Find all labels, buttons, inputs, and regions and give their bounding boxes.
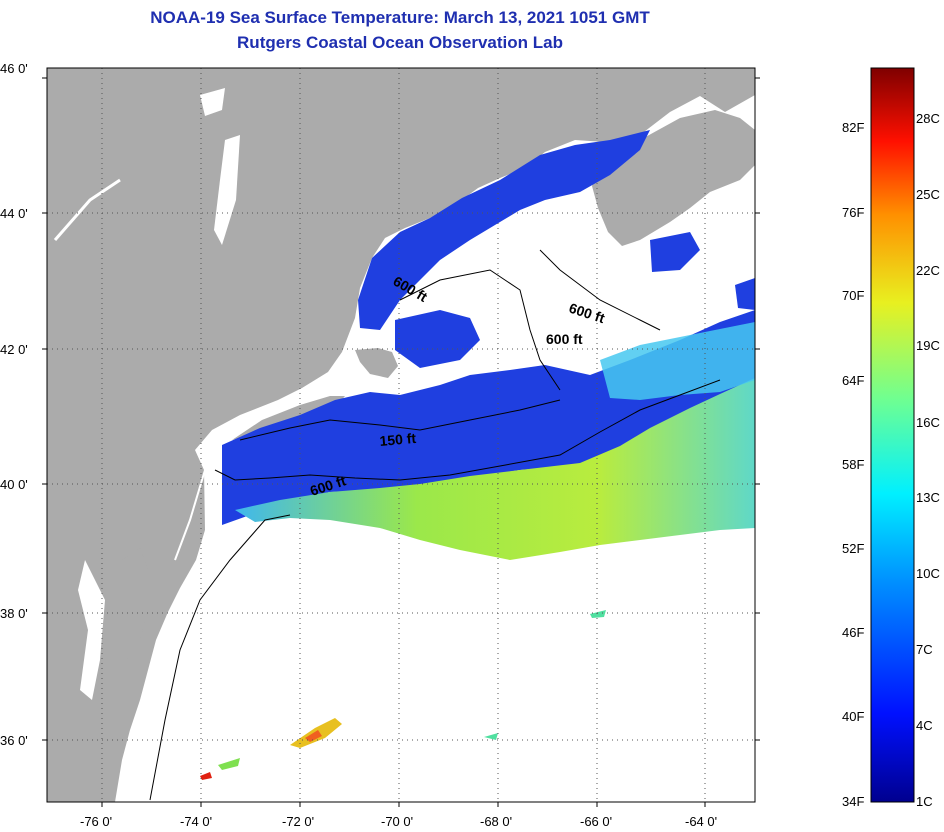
cold-water-gulf-of-maine — [358, 130, 650, 330]
bathymetry-contours — [149, 249, 721, 801]
warm-eddy-patch — [218, 758, 240, 770]
land-mainland — [47, 68, 755, 802]
colorbar-f-label: 40F — [842, 709, 864, 724]
colorbar-c-label: 25C — [916, 187, 940, 202]
map-frame-border — [46, 67, 756, 803]
colorbar-c-label: 28C — [916, 111, 940, 126]
lat-label: 42 0' — [0, 342, 28, 357]
colorbar-c-label: 16C — [916, 415, 940, 430]
graticule — [47, 68, 755, 802]
lon-label: -74 0' — [180, 814, 212, 829]
colorbar-f-label: 34F — [842, 794, 864, 809]
land-delmarva — [118, 548, 150, 660]
frame-ticks — [42, 77, 760, 807]
lat-label: 40 0' — [0, 477, 28, 492]
colorbar-c-label: 4C — [916, 718, 933, 733]
river — [174, 469, 206, 561]
colorbar-f-label: 58F — [842, 457, 864, 472]
cold-water-patch — [650, 232, 700, 272]
warm-water-region — [235, 378, 755, 560]
colorbar-ramp — [870, 67, 915, 803]
lon-label: -66 0' — [580, 814, 612, 829]
river — [53, 178, 121, 241]
lon-label: -72 0' — [282, 814, 314, 829]
colorbar-c-label: 19C — [916, 338, 940, 353]
warm-water-patch — [600, 322, 755, 400]
chart-subtitle: Rutgers Coastal Ocean Observation Lab — [237, 33, 563, 52]
lon-label: -70 0' — [381, 814, 413, 829]
lake — [214, 135, 240, 245]
colorbar-f-label: 70F — [842, 288, 864, 303]
colorbar-c-label: 13C — [916, 490, 940, 505]
lon-label: -68 0' — [480, 814, 512, 829]
cold-water-patch — [735, 278, 755, 310]
warm-eddy-patch — [590, 610, 606, 618]
colorbar-f-label: 46F — [842, 625, 864, 640]
colorbar-c-label: 22C — [916, 263, 940, 278]
contour-label: 600 ft — [546, 331, 583, 347]
cold-water-patch — [395, 310, 480, 368]
chart-title: NOAA-19 Sea Surface Temperature: March 1… — [150, 8, 650, 27]
colorbar-c-label: 10C — [916, 566, 940, 581]
lake — [200, 88, 225, 116]
colorbar-c-label: 1C — [916, 794, 933, 809]
warm-eddy-patch — [200, 772, 212, 780]
lon-label: -64 0' — [685, 814, 717, 829]
lat-label: 38 0' — [0, 606, 28, 621]
warm-eddy-patch — [305, 730, 322, 742]
lon-label: -76 0' — [80, 814, 112, 829]
colorbar-f-label: 76F — [842, 205, 864, 220]
warm-eddy-patch — [484, 733, 498, 740]
chesapeake-bay — [78, 560, 105, 700]
contour-label: 150 ft — [379, 430, 417, 449]
lat-label: 46 0' — [0, 61, 28, 76]
colorbar-f-label: 64F — [842, 373, 864, 388]
colorbar-c-label: 7C — [916, 642, 933, 657]
colorbar-f-label: 82F — [842, 120, 864, 135]
land-cape-cod — [355, 348, 398, 378]
lat-label: 44 0' — [0, 206, 28, 221]
lat-label: 36 0' — [0, 733, 28, 748]
colorbar-f-label: 52F — [842, 541, 864, 556]
